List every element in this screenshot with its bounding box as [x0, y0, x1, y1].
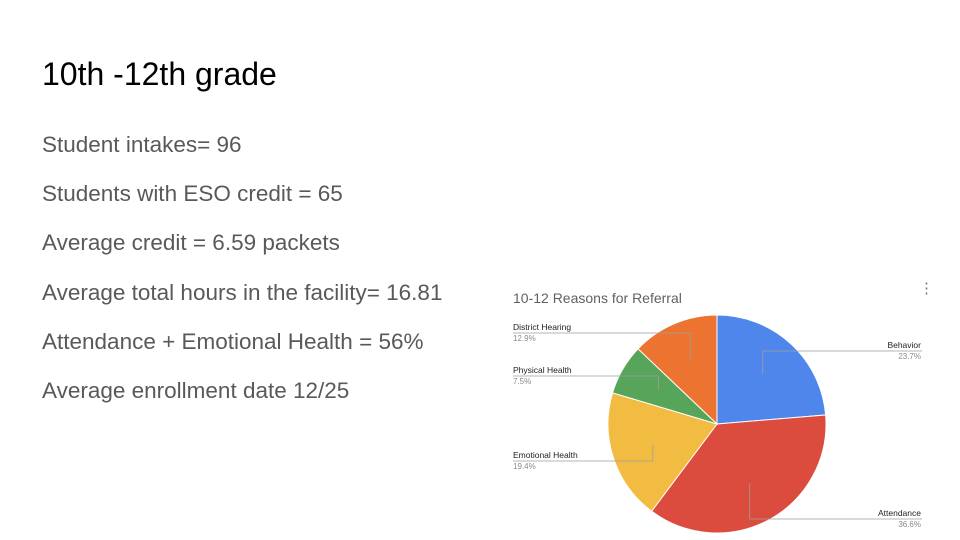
leader-line-attendance — [749, 483, 922, 520]
stat-enrollment-date: Average enrollment date 12/25 — [42, 377, 350, 403]
slice-label-attendance: Attendance — [878, 508, 921, 518]
slice-value-district-hearing: 12.9% — [513, 334, 536, 343]
slice-label-physical-health: Physical Health — [513, 365, 572, 375]
referral-pie-chart: Behavior 23.7% Attendance 36.6% Emotional He… — [500, 275, 945, 540]
slice-label-district-hearing: District Hearing — [513, 322, 571, 332]
stat-attendance-emotional: Attendance + Emotional Health = 56% — [42, 328, 424, 354]
stat-student-intakes: Student intakes= 96 — [42, 132, 242, 157]
stat-average-hours: Average total hours in the facility= 16.… — [42, 279, 443, 305]
pie-slice-behavior — [716, 314, 827, 425]
pie-chart-svg: Behavior 23.7% Attendance 36.6% Emotional He… — [513, 314, 922, 534]
leader-line-district-hearing — [513, 332, 691, 362]
slice-value-physical-health: 7.5% — [513, 377, 531, 386]
stat-average-credit: Average credit = 6.59 packets — [42, 230, 340, 256]
leader-line-physical-health — [513, 375, 659, 391]
slice-label-emotional-health: Emotional Health — [513, 450, 578, 460]
pie-slice-emotional-health — [607, 392, 718, 512]
stats-list: Student intakes= 96 Students with ESO cr… — [42, 128, 442, 423]
slice-value-emotional-health: 19.4% — [513, 462, 536, 471]
slice-value-behavior: 23.7% — [898, 352, 921, 361]
leader-line-behavior — [762, 350, 922, 375]
slice-value-attendance: 36.6% — [898, 520, 921, 529]
stat-eso-credit: Students with ESO credit = 65 — [42, 181, 343, 207]
chart-title: 10-12 Reasons for Referral — [513, 290, 682, 306]
slide-title: 10th -12th grade — [42, 56, 277, 92]
slice-label-behavior: Behavior — [887, 340, 921, 350]
leader-line-emotional-health — [513, 445, 654, 462]
pie-slice-district-hearing — [637, 314, 718, 426]
more-vert-icon[interactable]: ⋮ — [919, 280, 934, 297]
